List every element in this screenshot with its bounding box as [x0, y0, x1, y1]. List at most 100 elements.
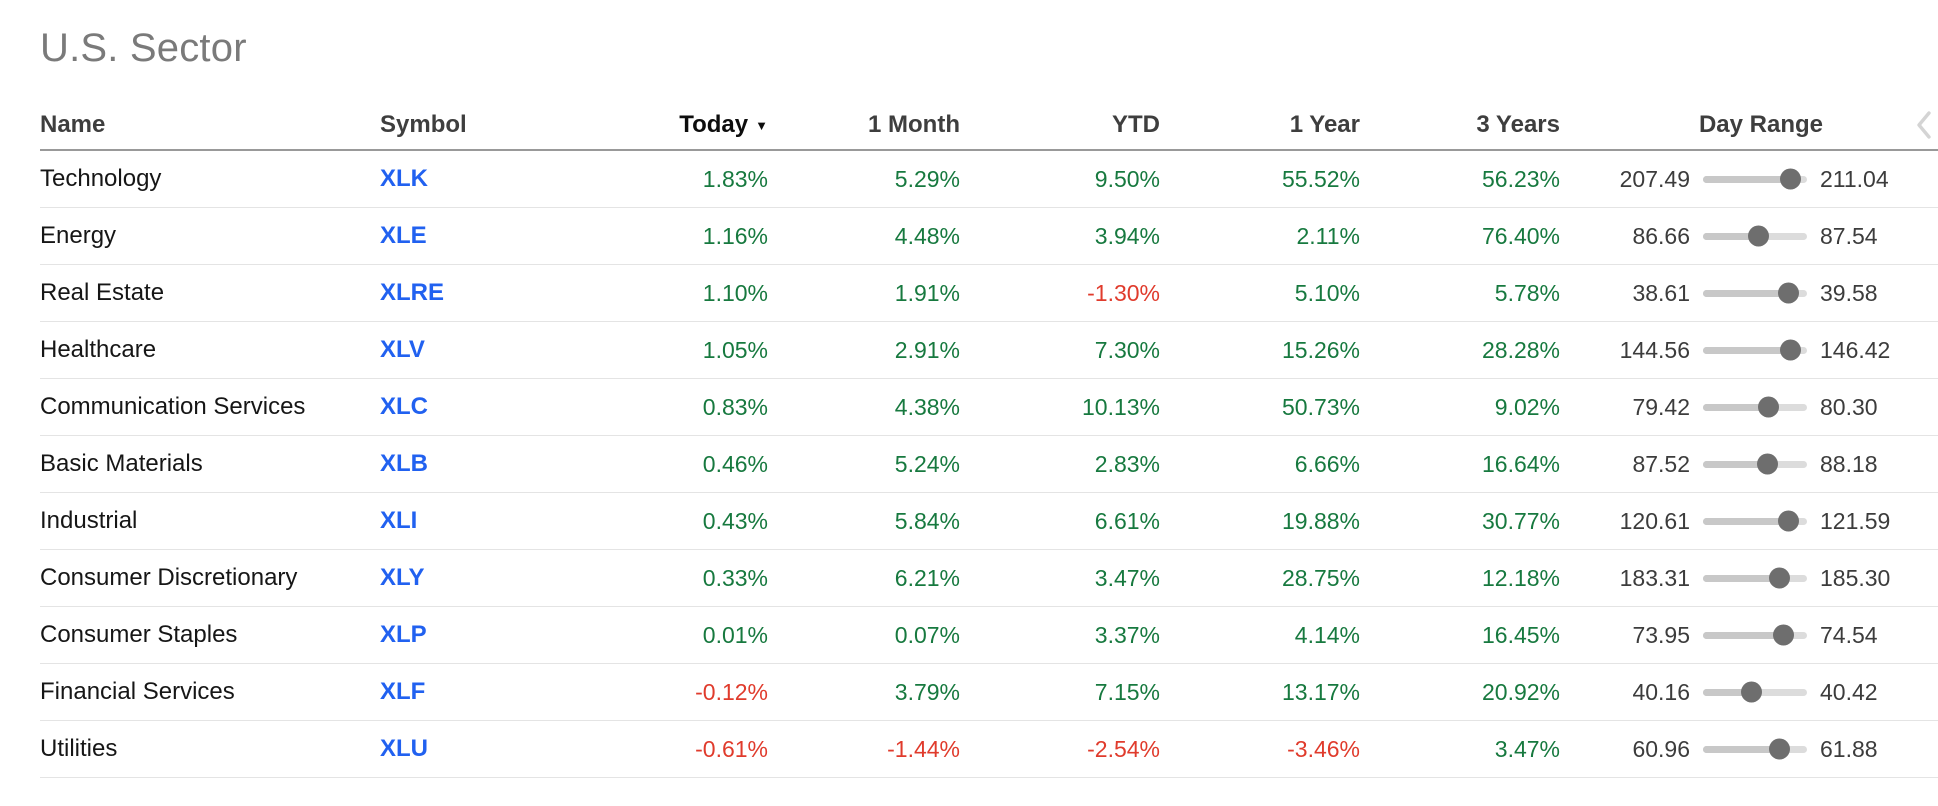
day-range-slider	[1703, 510, 1807, 532]
symbol-link[interactable]: XLRE	[380, 279, 445, 306]
collapse-columns-button[interactable]	[1893, 110, 1938, 140]
today-change: 0.46%	[702, 450, 768, 477]
column-header-ytd[interactable]: YTD	[1112, 111, 1160, 138]
column-header-name[interactable]: Name	[40, 111, 106, 138]
day-range-thumb	[1756, 453, 1778, 475]
sort-desc-icon: ▼	[755, 118, 768, 133]
symbol-link[interactable]: XLE	[380, 222, 427, 249]
one-month-change: 6.21%	[894, 564, 960, 591]
symbol-cell: XLU	[380, 735, 580, 763]
day-range-low: 73.95	[1632, 621, 1690, 648]
day-range-fill	[1703, 289, 1789, 297]
day-range-high: 121.59	[1820, 507, 1891, 534]
column-header-today[interactable]: Today ▼	[679, 111, 768, 138]
symbol-link[interactable]: XLU	[380, 735, 428, 762]
day-range-slider	[1703, 168, 1807, 190]
today-change: 1.10%	[702, 279, 768, 306]
day-range-low: 79.42	[1632, 393, 1690, 420]
table-row: Communication Services XLC 0.83% 4.38% 1…	[40, 379, 1938, 436]
sector-name: Consumer Staples	[40, 621, 238, 648]
symbol-cell: XLI	[380, 507, 580, 535]
one-year-change: 6.66%	[1294, 450, 1360, 477]
one-month-change: 5.24%	[894, 450, 960, 477]
sector-name: Technology	[40, 165, 162, 192]
table-row: Financial Services XLF -0.12% 3.79% 7.15…	[40, 664, 1938, 721]
day-range-high: 61.88	[1820, 735, 1878, 762]
symbol-cell: XLV	[380, 336, 580, 364]
today-change: 0.33%	[702, 564, 768, 591]
today-change: -0.61%	[695, 735, 768, 762]
one-month-change: 1.91%	[894, 279, 960, 306]
ytd-change: 6.61%	[1094, 507, 1160, 534]
one-month-change: 5.84%	[894, 507, 960, 534]
day-range-low: 183.31	[1619, 564, 1690, 591]
sector-name: Utilities	[40, 735, 118, 762]
symbol-link[interactable]: XLK	[380, 165, 428, 192]
day-range-slider	[1703, 225, 1807, 247]
day-range-thumb	[1777, 510, 1799, 532]
day-range-low: 60.96	[1632, 735, 1690, 762]
day-range-slider	[1703, 681, 1807, 703]
table-row: Consumer Discretionary XLY 0.33% 6.21% 3…	[40, 550, 1938, 607]
column-header-1-month[interactable]: 1 Month	[868, 111, 960, 138]
us-sector-panel: U.S. Sector Name Symbol Today ▼ 1 Month Y…	[40, 26, 1938, 778]
today-change: -0.12%	[695, 678, 768, 705]
symbol-link[interactable]: XLB	[380, 450, 428, 477]
day-range-slider	[1703, 453, 1807, 475]
table-header: Name Symbol Today ▼ 1 Month YTD 1 Year 3 …	[40, 101, 1938, 151]
ytd-change: 9.50%	[1094, 165, 1160, 192]
today-change: 1.05%	[702, 336, 768, 363]
ytd-change: 2.83%	[1094, 450, 1160, 477]
day-range-slider	[1703, 339, 1807, 361]
day-range-high: 80.30	[1820, 393, 1878, 420]
one-year-change: -3.46%	[1287, 735, 1360, 762]
day-range-thumb	[1779, 339, 1801, 361]
table-row: Healthcare XLV 1.05% 2.91% 7.30% 15.26% …	[40, 322, 1938, 379]
today-change: 1.83%	[702, 165, 768, 192]
one-month-change: 3.79%	[894, 678, 960, 705]
sector-name: Healthcare	[40, 336, 157, 363]
symbol-cell: XLB	[380, 450, 580, 478]
ytd-change: -1.30%	[1087, 279, 1160, 306]
ytd-change: 10.13%	[1081, 393, 1160, 420]
day-range-thumb	[1777, 282, 1799, 304]
day-range-thumb	[1741, 681, 1763, 703]
one-year-change: 28.75%	[1281, 564, 1360, 591]
ytd-change: 3.47%	[1094, 564, 1160, 591]
column-header-3-years[interactable]: 3 Years	[1476, 111, 1560, 138]
one-month-change: 4.48%	[894, 222, 960, 249]
table-row: Industrial XLI 0.43% 5.84% 6.61% 19.88% …	[40, 493, 1938, 550]
column-header-symbol[interactable]: Symbol	[380, 111, 467, 138]
day-range-cell: 144.56 146.42	[1560, 337, 1893, 364]
symbol-link[interactable]: XLI	[380, 507, 418, 534]
symbol-link[interactable]: XLC	[380, 393, 428, 420]
symbol-link[interactable]: XLV	[380, 336, 425, 363]
sector-name: Real Estate	[40, 279, 165, 306]
day-range-slider	[1703, 738, 1807, 760]
day-range-low: 207.49	[1619, 165, 1690, 192]
day-range-fill	[1703, 346, 1791, 354]
symbol-link[interactable]: XLY	[380, 564, 425, 591]
one-year-change: 13.17%	[1281, 678, 1360, 705]
symbol-link[interactable]: XLF	[380, 678, 426, 705]
day-range-fill	[1703, 745, 1780, 753]
one-year-change: 55.52%	[1281, 165, 1360, 192]
one-month-change: -1.44%	[887, 735, 960, 762]
day-range-cell: 87.52 88.18	[1560, 451, 1893, 478]
day-range-low: 38.61	[1632, 279, 1690, 306]
day-range-fill	[1703, 403, 1769, 411]
day-range-high: 87.54	[1820, 222, 1878, 249]
symbol-cell: XLF	[380, 678, 580, 706]
day-range-low: 144.56	[1619, 336, 1690, 363]
day-range-cell: 207.49 211.04	[1560, 166, 1893, 193]
one-year-change: 50.73%	[1281, 393, 1360, 420]
day-range-fill	[1703, 460, 1768, 468]
symbol-link[interactable]: XLP	[380, 621, 427, 648]
one-month-change: 4.38%	[894, 393, 960, 420]
day-range-high: 74.54	[1820, 621, 1878, 648]
sector-name: Communication Services	[40, 393, 306, 420]
day-range-fill	[1703, 175, 1791, 183]
column-header-day-range: Day Range	[1698, 111, 1823, 138]
three-years-change: 3.47%	[1494, 735, 1560, 762]
column-header-1-year[interactable]: 1 Year	[1289, 111, 1360, 138]
